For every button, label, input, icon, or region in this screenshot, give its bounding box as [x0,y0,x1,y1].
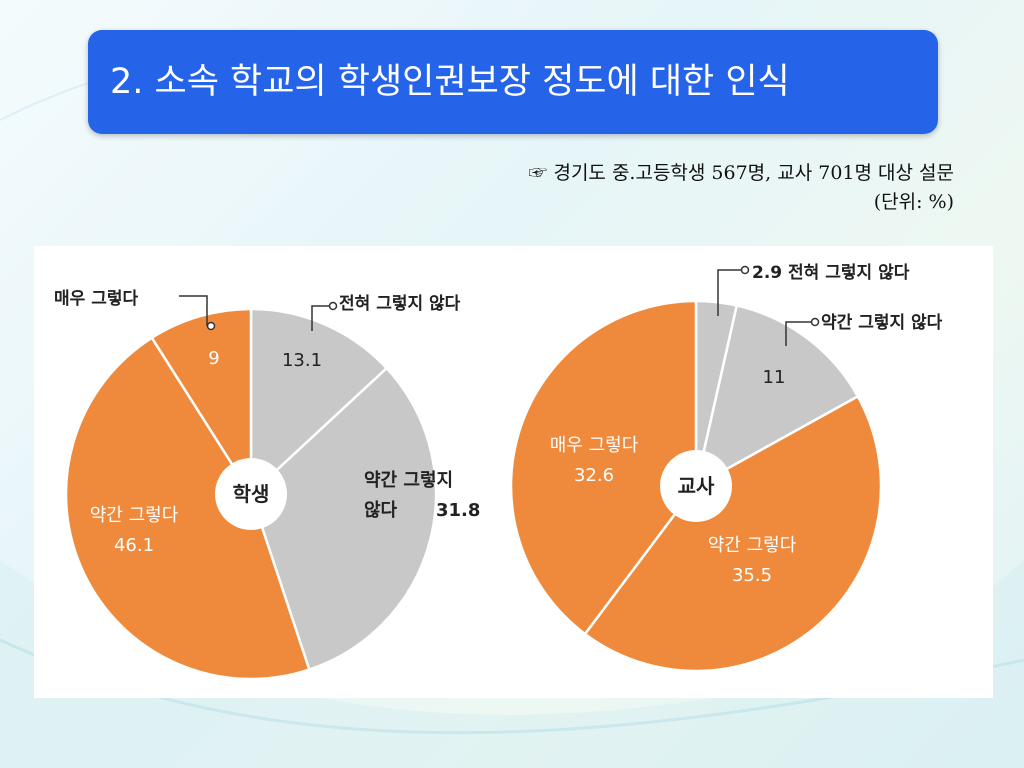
charts-panel: 학생 13.1 약간 그렇지 않다 31.8 약간 그렇다 46.1 9 전혀 그렇지 않다 매우… [34,246,993,698]
callout-dot [740,265,750,275]
callout-dot [810,317,820,327]
source-note: ☞ 경기도 중.고등학생 567명, 교사 701명 대상 설문 [528,162,954,184]
slice-value-label: 31.8 [436,500,480,521]
slice-category-label: 매우 그렇다 [550,435,639,456]
unit-note: (단위: %) [873,191,954,213]
slice-category-label: 약간 그렇다 [90,505,179,526]
slice-category-label: 약간 그렇지 [364,469,453,491]
slice-category-label: 않다 [364,500,398,521]
slice-value-label: 9 [208,348,219,369]
pie-chart-2: 교사 11 약간 그렇다 35.5 매우 그렇다 32.6 2.9 전혀 그렇지 않다약간 … [509,263,943,673]
pie-slice [150,307,253,499]
callout-dot [206,321,216,331]
callout-label: 매우 그렇다 [54,289,138,309]
callout-label: 전혀 그렇지 않다 [339,294,461,314]
callout-line [311,305,329,331]
slice-value-label: 11 [763,367,786,388]
slice-category-label: 약간 그렇다 [708,535,797,556]
title-banner: 2. 소속 학교의 학생인권보장 정도에 대한 인식 [88,30,938,134]
pie-slice [509,299,698,636]
callout-label: 약간 그렇지 않다 [821,312,943,333]
callout-line [785,321,811,346]
pie-slice [64,336,311,681]
callout-line [717,269,741,316]
slice-value-label: 13.1 [282,350,322,371]
slice-value-label: 35.5 [732,565,772,586]
callout-label: 2.9 전혀 그렇지 않다 [752,263,910,283]
center-label: 학생 [233,482,270,506]
slice-value-label: 46.1 [114,535,154,556]
center-circle [215,458,287,530]
subtitle-block: ☞ 경기도 중.고등학생 567명, 교사 701명 대상 설문 (단위: %) [528,159,954,217]
pie-slice [249,307,389,497]
pie-slice [249,366,438,672]
slide-title: 2. 소속 학교의 학생인권보장 정도에 대한 인식 [110,62,790,102]
pie-slice [694,304,860,489]
center-circle [660,450,732,522]
center-label: 교사 [678,474,715,498]
pie-slice [583,394,883,673]
callout-line [179,295,208,326]
callout-dot [328,301,338,311]
slice-value-label: 32.6 [574,465,614,486]
